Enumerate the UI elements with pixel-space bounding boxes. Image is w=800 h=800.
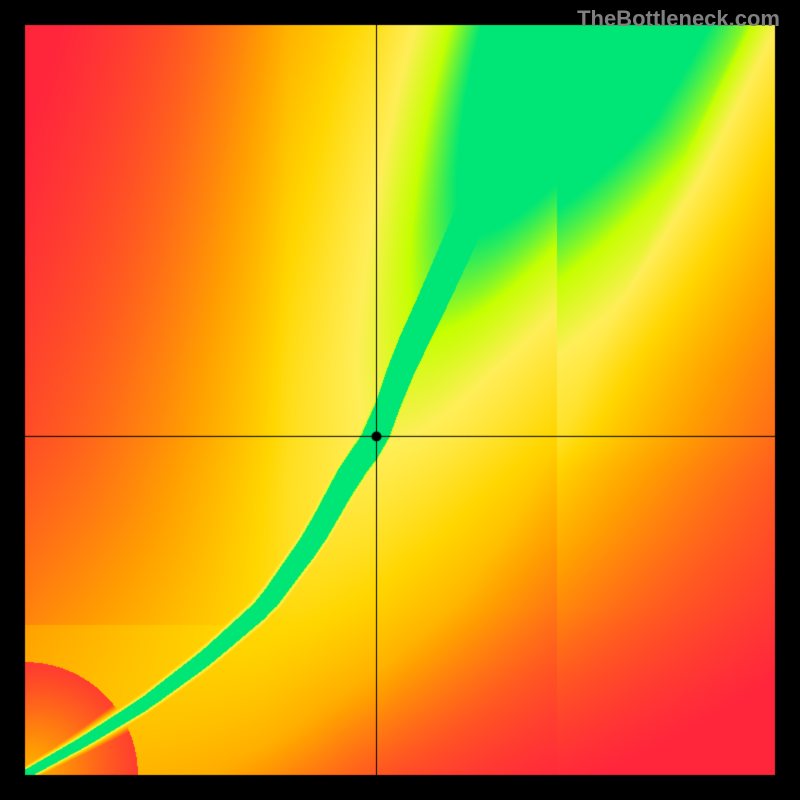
watermark-text: TheBottleneck.com: [577, 6, 780, 32]
heatmap-canvas: [0, 0, 800, 800]
